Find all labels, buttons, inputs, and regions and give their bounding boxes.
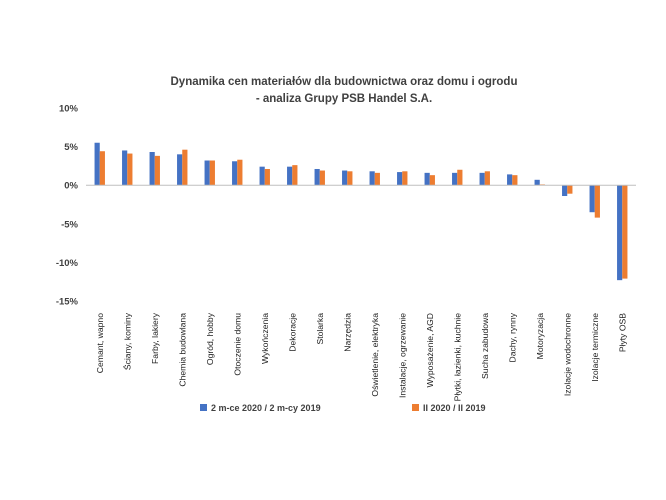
x-tick-label: Wykończenia [260, 313, 270, 364]
chart-title-line-2: - analiza Grupy PSB Handel S.A. [256, 93, 432, 105]
chart-title-line-1: Dynamika cen materiałów dla budownictwa … [171, 76, 518, 88]
bar-series-2 [154, 155, 160, 186]
bar-series-1 [287, 166, 293, 186]
bar-series-2 [319, 170, 325, 186]
x-tick-label: Motoryzacja [535, 313, 545, 360]
bar-series-2 [182, 149, 188, 186]
bar-series-1 [314, 168, 320, 186]
legend-swatch-series-2 [412, 404, 419, 411]
y-tick-label: -5% [61, 219, 78, 230]
bar-series-1 [534, 179, 540, 186]
x-tick-label: Płytki, łazienki, kuchnie [452, 313, 462, 402]
bar-series-2 [209, 160, 215, 186]
x-tick-label: Otoczenie domu [232, 313, 242, 376]
bar-series-2 [237, 159, 243, 186]
x-tick-label: Chemia budowlana [177, 313, 187, 387]
x-tick-label: Dekoracje [287, 313, 297, 352]
bar-series-2 [264, 168, 270, 186]
bar-series-2 [484, 171, 490, 186]
bar-series-1 [232, 161, 238, 186]
bar-series-1 [342, 170, 348, 186]
bar-series-2 [99, 151, 105, 186]
x-tick-label: Izolacje termiczne [590, 313, 600, 382]
bar-series-1 [479, 172, 485, 186]
bar-series-2 [347, 171, 353, 186]
bar-series-2 [429, 175, 435, 186]
x-tick-label: Stolarka [315, 313, 325, 345]
bar-series-1 [259, 166, 265, 186]
bar-series-1 [589, 185, 595, 213]
x-tick-label: Cemant, wapno [95, 313, 105, 373]
bars [94, 142, 628, 281]
bar-series-1 [617, 185, 623, 281]
y-axis: 10% 5% 0% -5% -10% -15% [56, 104, 79, 308]
y-tick-label: 10% [59, 104, 79, 115]
x-tick-label: Ściany, kominy [121, 312, 132, 370]
y-tick-label: -15% [56, 297, 79, 308]
x-axis: Cemant, wapno Ściany, kominy Farby, lakier… [86, 184, 636, 402]
bar-series-2 [292, 165, 298, 186]
legend: 2 m-ce 2020 / 2 m-cy 2019 II 2020 / II 20… [200, 403, 486, 413]
bar-series-1 [204, 160, 210, 186]
bar-series-1 [369, 171, 375, 186]
x-tick-label: Izolacje wodochronne [562, 313, 572, 396]
legend-label-series-2: II 2020 / II 2019 [423, 403, 486, 413]
bar-series-1 [122, 150, 128, 186]
legend-label-series-1: 2 m-ce 2020 / 2 m-cy 2019 [211, 403, 321, 413]
x-tick-label: Płyty OSB [617, 313, 627, 352]
bar-series-1 [177, 154, 183, 186]
x-tick-label: Narzędzia [342, 313, 352, 352]
bar-series-1 [452, 172, 458, 186]
bar-series-1 [149, 152, 155, 186]
y-tick-label: -10% [56, 258, 79, 269]
x-tick-label: Sucha zabudowa [480, 313, 490, 379]
bar-series-2 [127, 153, 133, 186]
bar-series-2 [567, 185, 573, 194]
x-tick-label: Farby, lakiery [150, 312, 160, 364]
x-tick-label: Ogród, hobby [205, 312, 215, 365]
x-tick-label: Instalacje, ogrzewanie [397, 313, 407, 398]
bar-series-1 [562, 185, 568, 197]
bar-series-2 [512, 175, 518, 186]
y-tick-label: 5% [64, 142, 78, 153]
bar-series-1 [94, 142, 100, 186]
bar-series-2 [457, 169, 463, 186]
x-tick-label: Dachy, rynny [507, 312, 517, 362]
bar-series-2 [374, 172, 380, 186]
bar-series-1 [507, 174, 513, 186]
x-tick-label: Wyposażenie, AGD [425, 313, 435, 387]
bar-series-2 [594, 185, 600, 218]
y-tick-label: 0% [64, 181, 78, 192]
x-tick-label: Oświetlenie, elektryka [370, 313, 380, 397]
bar-series-1 [424, 172, 430, 186]
bar-series-1 [397, 172, 403, 186]
legend-swatch-series-1 [200, 404, 207, 411]
bar-series-2 [622, 185, 628, 279]
bar-series-2 [402, 171, 408, 186]
